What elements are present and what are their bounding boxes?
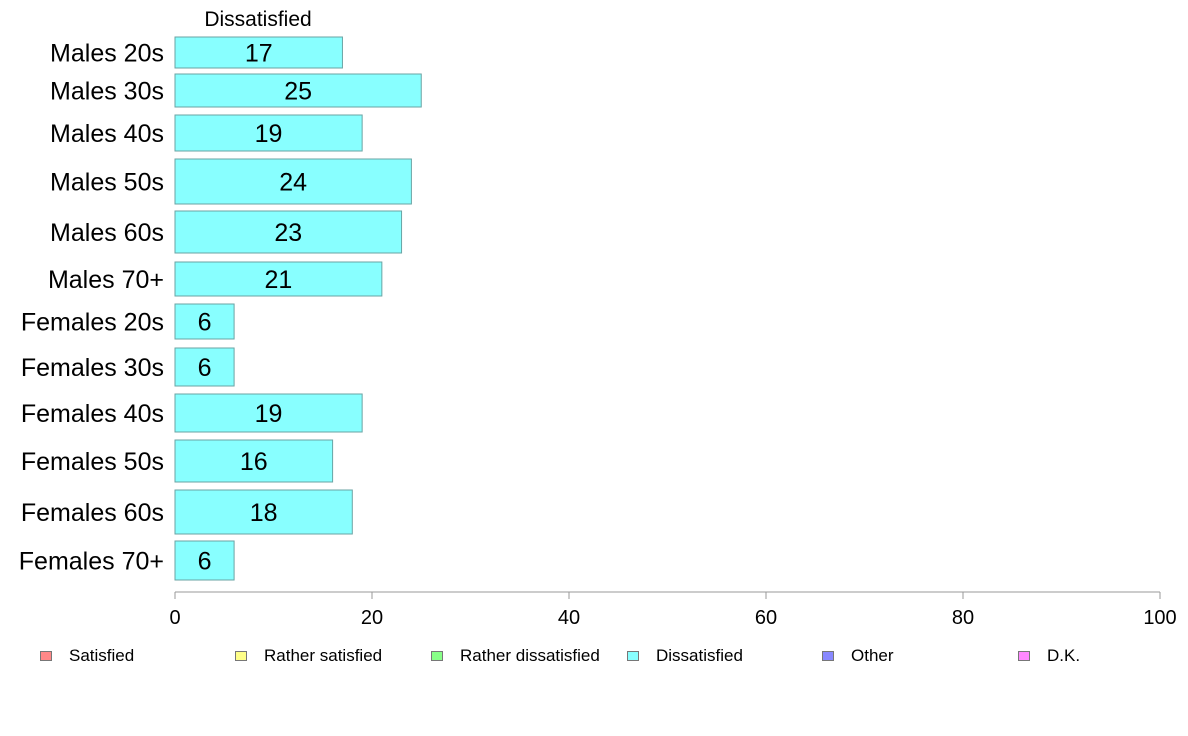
category-label: Females 60s	[21, 499, 164, 527]
chart-title: Dissatisfied	[204, 8, 311, 31]
legend-label: Other	[851, 646, 894, 665]
x-axis: 0 20 40 60 80 100	[169, 591, 1177, 629]
legend-swatch	[40, 651, 52, 661]
legend-swatch	[1018, 651, 1030, 661]
legend-label: Rather satisfied	[264, 646, 383, 665]
bar-males-20s	[174, 36, 343, 69]
bar-females-40s	[174, 393, 363, 433]
legend-item: Other	[822, 646, 894, 666]
legend-item: Rather dissatisfied	[431, 646, 600, 666]
category-label: Males 20s	[50, 40, 164, 68]
legend-label: Rather dissatisfied	[460, 646, 600, 665]
x-tick-label: 40	[558, 607, 580, 629]
legend: Satisfied Rather satisfied Rather dissatis…	[0, 646, 1188, 668]
legend-item: Dissatisfied	[627, 646, 743, 666]
bar-females-30s	[174, 347, 235, 387]
bar-value-label: 25	[284, 78, 312, 106]
bar-value-label: 23	[274, 219, 302, 247]
legend-swatch	[822, 651, 834, 661]
legend-swatch	[235, 651, 247, 661]
category-labels: Males 20s Males 30s Males 40s Males 50s Male…	[19, 40, 164, 576]
x-tick-label: 80	[952, 607, 974, 629]
bar-value-label: 18	[250, 499, 278, 527]
category-label: Males 70+	[48, 266, 164, 294]
bar-females-70-	[174, 540, 235, 581]
bar-males-40s	[174, 114, 363, 152]
category-label: Females 50s	[21, 448, 164, 476]
bar-value-label: 16	[240, 448, 268, 476]
bar-males-70-	[174, 261, 383, 297]
x-tick-label: 20	[361, 607, 383, 629]
bar-value-label: 6	[198, 309, 212, 337]
bar-value-label: 17	[245, 40, 273, 68]
category-label: Females 70+	[19, 548, 164, 576]
category-label: Females 30s	[21, 354, 164, 382]
bar-value-label: 19	[255, 120, 283, 148]
bar-value-label: 6	[198, 548, 212, 576]
bar-value-label: 19	[255, 400, 283, 428]
bar-males-60s	[174, 210, 403, 254]
legend-item: Satisfied	[40, 646, 134, 666]
legend-item: Rather satisfied	[235, 646, 382, 666]
x-tick-label: 60	[755, 607, 777, 629]
category-label: Males 30s	[50, 78, 164, 106]
x-tick-label: 0	[169, 607, 180, 629]
bar-females-20s	[174, 303, 235, 340]
bar-value-label: 24	[279, 169, 307, 197]
legend-swatch	[627, 651, 639, 661]
category-label: Females 40s	[21, 400, 164, 428]
bar-value-label: 21	[265, 266, 293, 294]
category-label: Males 50s	[50, 169, 164, 197]
category-label: Females 20s	[21, 309, 164, 337]
bar-value-label: 6	[198, 354, 212, 382]
legend-label: D.K.	[1047, 646, 1081, 665]
category-label: Males 40s	[50, 120, 164, 148]
category-label: Males 60s	[50, 219, 164, 247]
bar-females-60s	[174, 489, 353, 535]
x-tick-label: 100	[1143, 607, 1176, 629]
legend-item: D.K.	[1018, 646, 1080, 666]
legend-swatch	[431, 651, 443, 661]
bar-males-50s	[174, 158, 412, 205]
legend-label: Dissatisfied	[656, 646, 743, 665]
bar-males-30s	[174, 73, 422, 108]
legend-label: Satisfied	[69, 646, 135, 665]
bar-females-50s	[174, 439, 334, 483]
